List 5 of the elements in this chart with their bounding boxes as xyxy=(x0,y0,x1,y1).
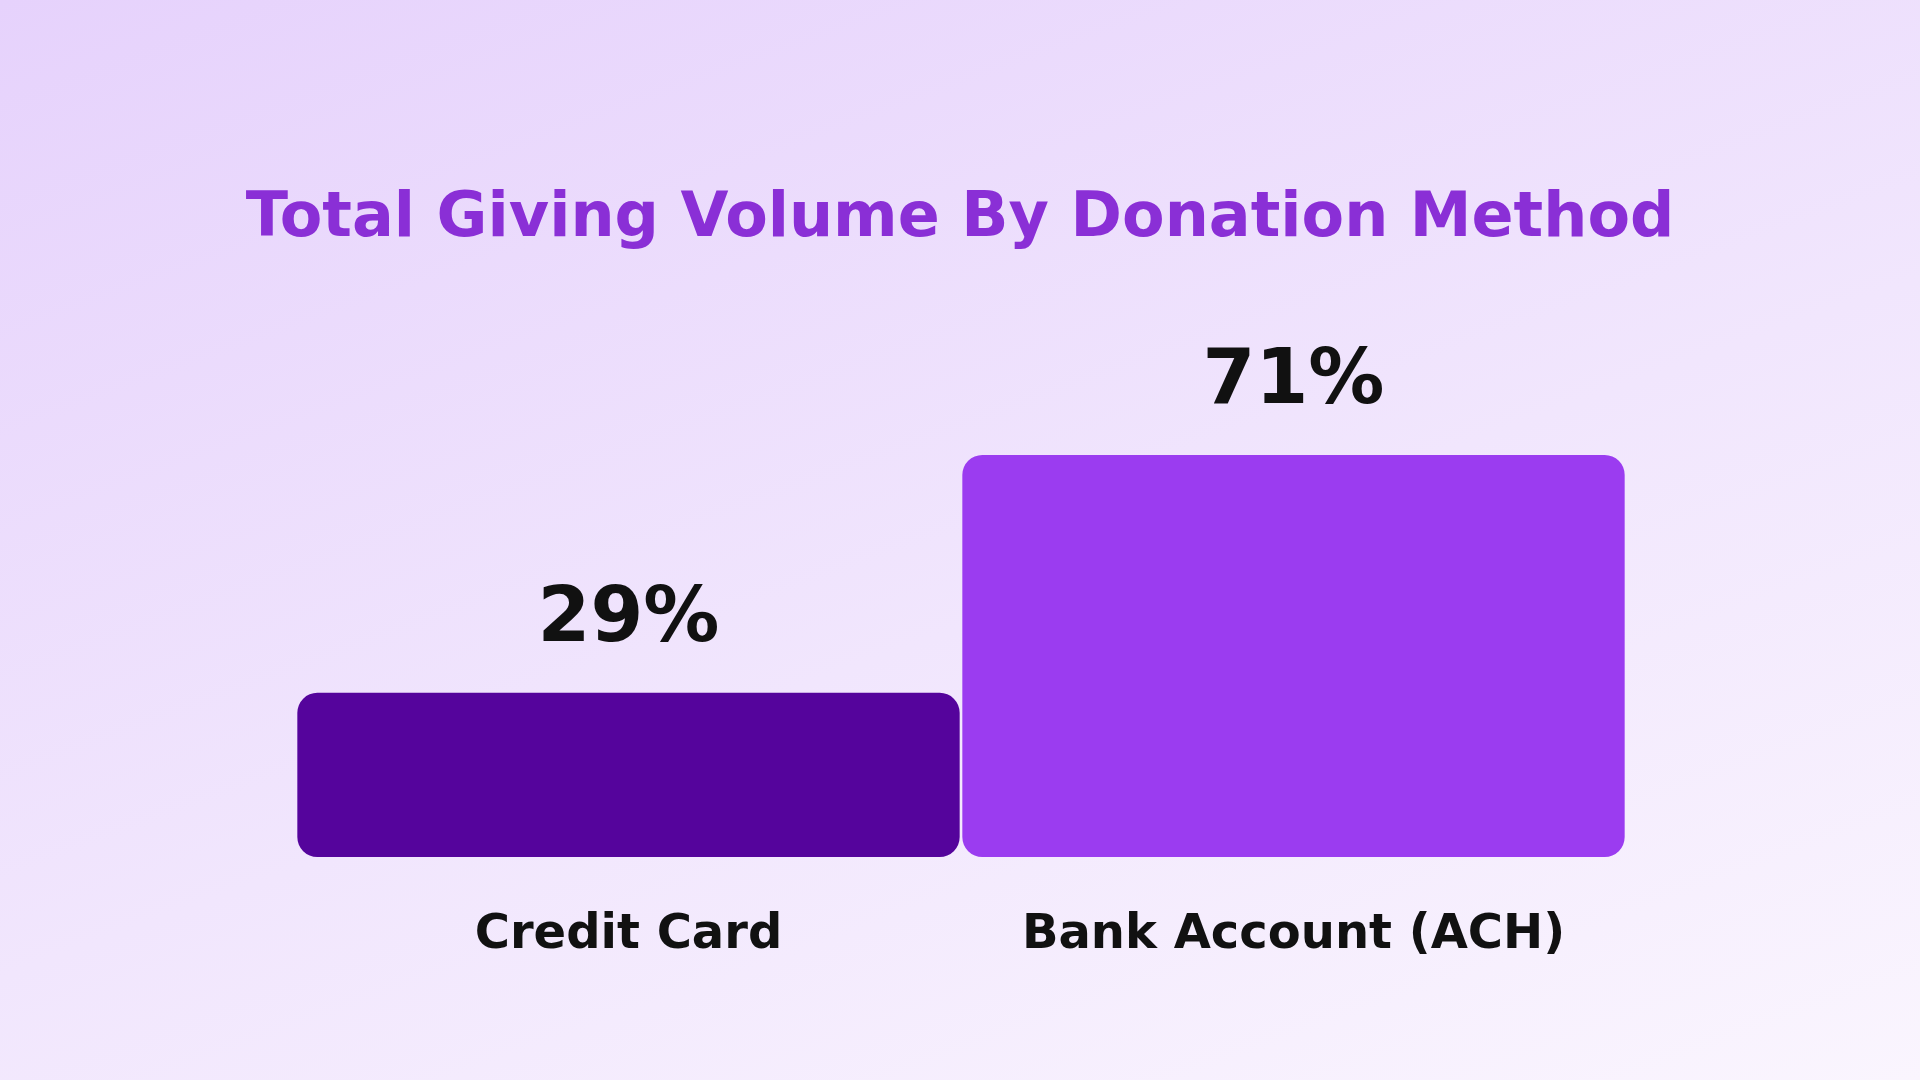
data-label: 71% xyxy=(1202,332,1385,422)
chart-title: Total Giving Volume By Donation Method xyxy=(245,177,1675,251)
data-label: 29% xyxy=(537,570,720,660)
x-tick-label: Credit Card xyxy=(474,903,783,959)
x-tick-label: Bank Account (ACH) xyxy=(1021,903,1566,959)
